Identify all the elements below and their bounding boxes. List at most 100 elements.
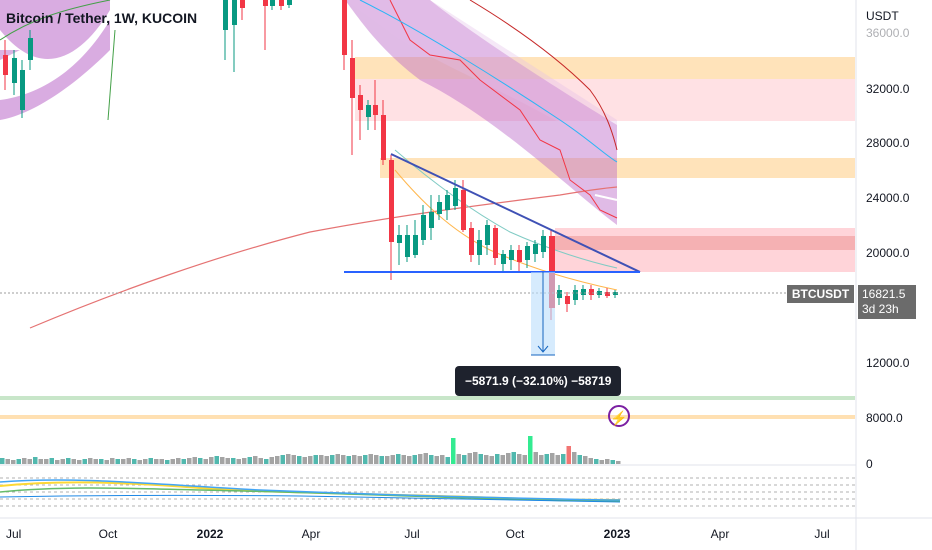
volume-bar: [577, 455, 582, 464]
volume-bar: [38, 459, 43, 464]
volume-bar: [533, 452, 538, 464]
volume-bar: [445, 457, 450, 464]
volume-bar: [539, 455, 544, 464]
volume-bar: [555, 455, 560, 464]
volume-bar: [66, 458, 71, 464]
candles-left: [3, 0, 292, 118]
y-tick-label: 8000.0: [866, 411, 903, 425]
volume-bar: [418, 454, 423, 464]
volume-bar: [528, 436, 533, 464]
volume-bar: [297, 456, 302, 464]
volume-bar: [412, 455, 417, 464]
volume-bar: [440, 455, 445, 464]
y-tick-label: 24000.0: [866, 191, 910, 205]
volume-bar: [11, 460, 16, 464]
countdown: 3d 23h: [862, 302, 899, 316]
volume-bar: [115, 459, 120, 464]
volume-bar: [258, 458, 263, 464]
support-zone-orange: [0, 415, 855, 419]
resistance-zone-mid: [380, 158, 855, 178]
volume-bar: [44, 459, 49, 464]
volume-bar: [561, 454, 566, 464]
volume-bar: [379, 456, 384, 464]
symbol-badge: BTCUSDT: [787, 285, 854, 303]
volume-bar: [275, 456, 280, 464]
volume-bar: [203, 459, 208, 464]
volume-bar: [55, 460, 60, 464]
volume-bar: [247, 457, 252, 464]
volume-bar: [16, 459, 21, 464]
volume-bar: [495, 454, 500, 464]
volume-bar: [517, 454, 522, 464]
volume-bar: [253, 456, 258, 464]
y-tick-label: 28000.0: [866, 136, 910, 150]
resistance-zone-upper: [355, 57, 855, 79]
volume-bar: [231, 458, 236, 464]
ma-red-step: [389, 0, 618, 219]
ma-left-green2: [107, 29, 116, 121]
ma-orange: [394, 169, 618, 291]
volume-bar: [220, 457, 225, 464]
ma-darkred: [469, 0, 618, 151]
y-tick-label: 36000.0: [866, 26, 910, 40]
x-tick-label: 2023: [604, 527, 631, 541]
volume-bar: [330, 455, 335, 464]
volume-bar: [104, 460, 109, 464]
volume-bar: [0, 458, 5, 464]
resistance-zone-pink: [355, 79, 855, 121]
volume-bar: [159, 459, 164, 464]
y-axis: 36000.032000.028000.024000.020000.016000…: [866, 26, 910, 425]
volume-bar: [110, 458, 115, 464]
envelope-band-left: [0, 0, 110, 120]
volume-bar: [467, 453, 472, 464]
volume-bar: [594, 459, 599, 464]
volume-bar: [192, 457, 197, 464]
volume-bar: [451, 438, 456, 464]
volume-bar: [429, 455, 434, 464]
volume-bar: [489, 456, 494, 464]
x-axis: Jul Oct 2022 Apr Jul Oct 2023 Apr Jul: [6, 527, 830, 541]
volume-bar: [181, 459, 186, 464]
volume-bar: [291, 455, 296, 464]
x-tick-label: Jul: [6, 527, 21, 541]
volume-bar: [137, 460, 142, 464]
volume-bar: [170, 459, 175, 464]
x-tick-label: Oct: [99, 527, 118, 541]
volume-bar: [5, 459, 10, 464]
volume-bar: [49, 458, 54, 464]
support-zone-green: [0, 396, 855, 400]
x-tick-label: Jul: [814, 527, 829, 541]
volume-bar: [407, 456, 412, 464]
volume-bar: [588, 458, 593, 464]
volume-bar: [346, 456, 351, 464]
envelope-band-right: [345, 0, 617, 225]
volume-bars: [0, 436, 856, 464]
volume-bar: [522, 455, 527, 464]
volume-bar: [198, 458, 203, 464]
volume-bar: [176, 458, 181, 464]
volume-bar: [544, 454, 549, 464]
y-tick-label: 20000.0: [866, 246, 910, 260]
x-tick-label: Oct: [506, 527, 525, 541]
y-tick-label: 12000.0: [866, 356, 910, 370]
volume-bar: [368, 454, 373, 464]
volume-bar: [286, 454, 291, 464]
lightning-icon[interactable]: ⚡: [608, 405, 630, 427]
volume-bar: [352, 455, 357, 464]
volume-bar: [88, 458, 93, 464]
volume-bar: [610, 460, 615, 464]
x-tick-label: Apr: [711, 527, 730, 541]
volume-bar: [187, 458, 192, 464]
volume-bar: [27, 459, 32, 464]
ma-white: [594, 194, 618, 201]
volume-bar: [456, 454, 461, 464]
volume-bar: [500, 455, 505, 464]
volume-bar: [236, 459, 241, 464]
descending-trendline: [390, 153, 641, 273]
volume-bar: [308, 456, 313, 464]
volume-bar: [132, 459, 137, 464]
volume-bar: [341, 455, 346, 464]
ma-teal: [394, 149, 618, 269]
volume-bar: [478, 454, 483, 464]
